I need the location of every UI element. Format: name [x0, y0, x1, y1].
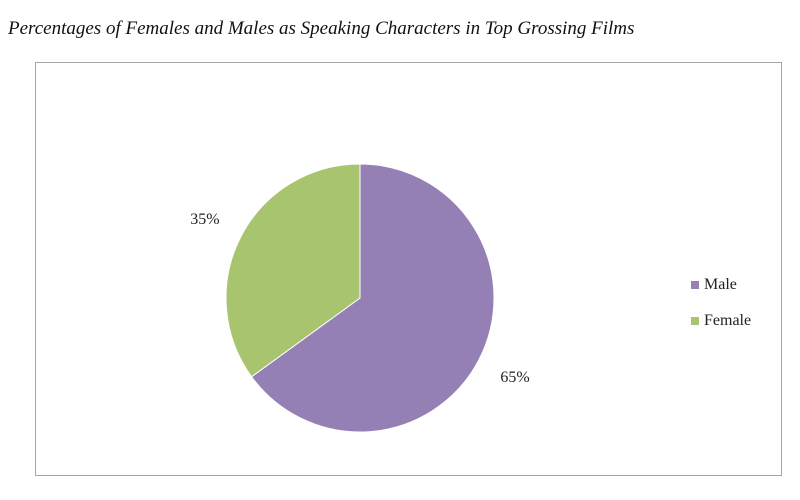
pie-slice-male — [250, 163, 495, 433]
pie-slices — [225, 163, 495, 433]
chart-caption: Percentages of Females and Males as Spea… — [8, 18, 635, 39]
legend-label-female: Female — [704, 312, 752, 329]
legend-swatch-male — [691, 281, 699, 289]
legend: Male Female — [691, 275, 751, 347]
pie-chart: 65% 35% — [190, 163, 530, 433]
pie-slice-female — [225, 163, 361, 378]
data-label-female: 35% — [190, 211, 219, 228]
legend-swatch-female — [691, 317, 699, 325]
chart-area: 65% 35% Male Female — [35, 62, 782, 476]
legend-item-male: Male — [691, 275, 751, 295]
legend-item-female: Female — [691, 311, 751, 331]
data-label-male: 65% — [500, 369, 529, 386]
legend-label-male: Male — [704, 276, 737, 293]
pie-data-labels: 65% 35% — [190, 211, 529, 386]
